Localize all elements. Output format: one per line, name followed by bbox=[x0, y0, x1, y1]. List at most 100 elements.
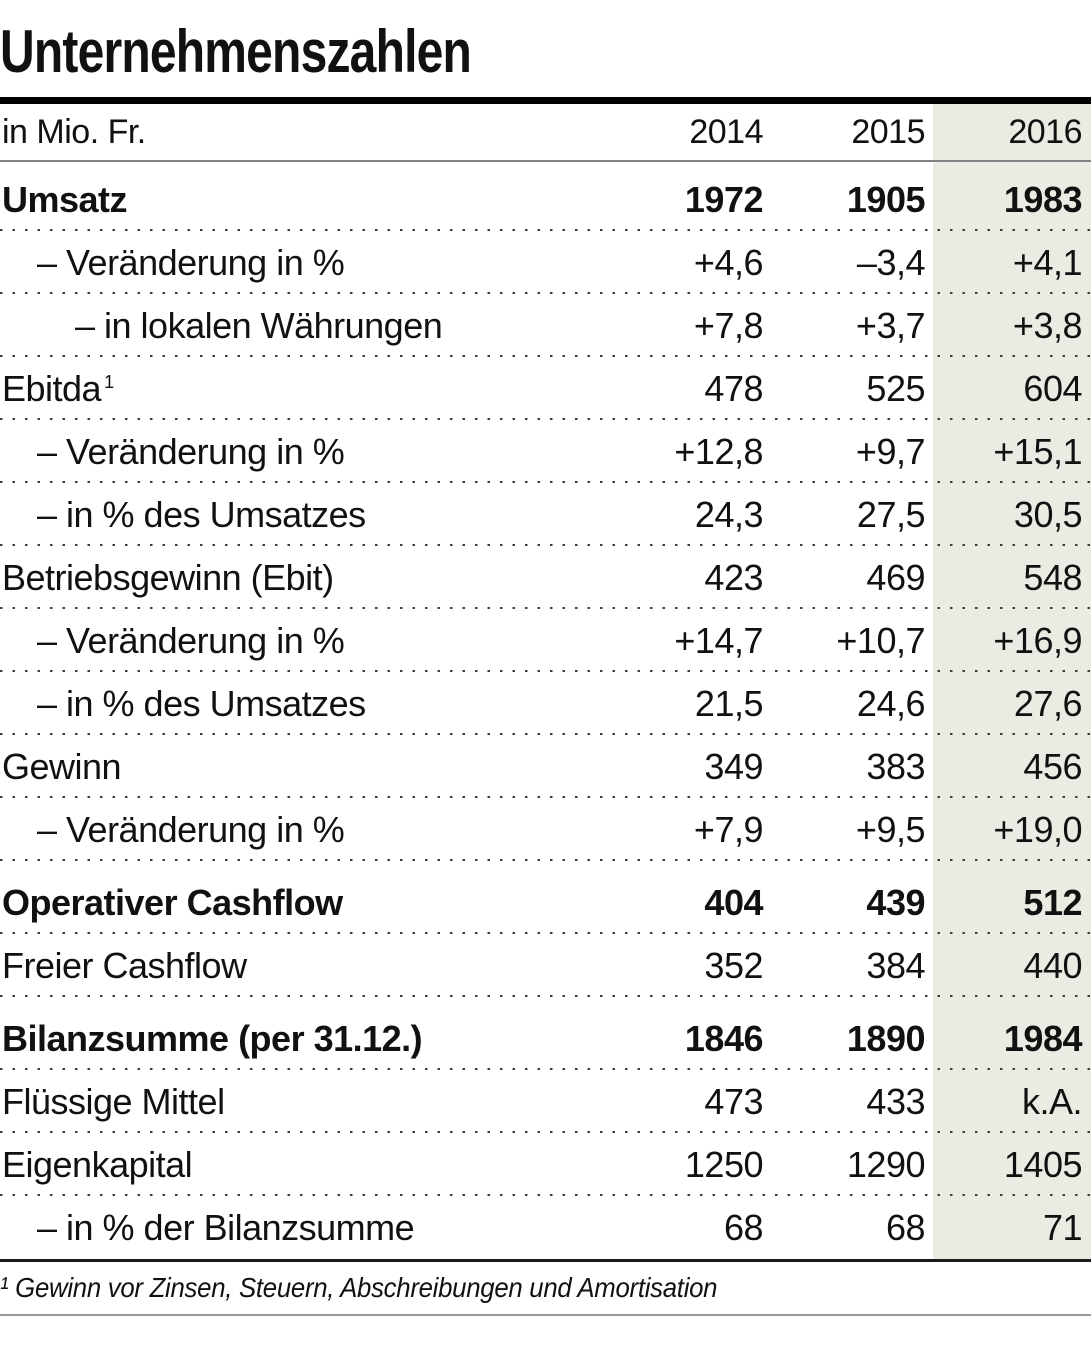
cell-value-2014: 24,3 bbox=[694, 493, 764, 535]
table-row: Betriebsgewinn (Ebit) 423 469 548 bbox=[0, 546, 1091, 609]
cell-value-2015: 383 bbox=[866, 745, 925, 787]
cell-value-2016: 548 bbox=[1023, 556, 1082, 598]
row-label: Operativer Cashflow bbox=[2, 881, 343, 923]
table-body: Umsatz 1972 1905 1983 – Veränderung in %… bbox=[0, 162, 1091, 1259]
cell-value-2015: 384 bbox=[866, 944, 925, 986]
cell-value-2014: +7,8 bbox=[693, 304, 764, 346]
cell-value-2014: 473 bbox=[704, 1080, 763, 1122]
footnote-text: ¹ Gewinn vor Zinsen, Steuern, Abschreibu… bbox=[0, 1272, 718, 1303]
table-row: – Veränderung in % +14,7 +10,7 +16,9 bbox=[0, 609, 1091, 672]
footnote-top-rule bbox=[0, 1259, 1091, 1262]
table-row: – Veränderung in % +4,6 –3,4 +4,1 bbox=[0, 231, 1091, 294]
cell-value-2015: 433 bbox=[866, 1080, 925, 1122]
cell-value-2016: +15,1 bbox=[993, 430, 1082, 472]
cell-value-2014: 349 bbox=[704, 745, 763, 787]
cell-value-2016: 71 bbox=[1042, 1206, 1083, 1248]
footnote: ¹ Gewinn vor Zinsen, Steuern, Abschreibu… bbox=[0, 1262, 1091, 1314]
cell-value-2014: 478 bbox=[704, 367, 763, 409]
cell-value-2016: k.A. bbox=[1021, 1080, 1083, 1122]
cell-value-2014: +12,8 bbox=[674, 430, 763, 472]
cell-value-2015: 68 bbox=[885, 1206, 926, 1248]
column-header-2014: 2014 bbox=[689, 112, 763, 151]
table-row: – in lokalen Währungen +7,8 +3,7 +3,8 bbox=[0, 294, 1091, 357]
table-row: Bilanzsumme (per 31.12.) 1846 1890 1984 bbox=[0, 997, 1091, 1070]
cell-value-2015: 469 bbox=[866, 556, 925, 598]
row-label: – in % des Umsatzes bbox=[37, 682, 366, 724]
company-figures-infographic: Unternehmenszahlen in Mio. Fr. 2014 2015… bbox=[0, 8, 1091, 1316]
cell-value-2015: 24,6 bbox=[856, 682, 926, 724]
table-header-row: in Mio. Fr. 2014 2015 2016 bbox=[0, 104, 1091, 162]
cell-value-2016: 30,5 bbox=[1013, 493, 1083, 535]
highlight-column-2016 bbox=[933, 104, 1091, 1259]
cell-value-2015: +9,5 bbox=[855, 808, 926, 850]
row-label: – Veränderung in % bbox=[37, 619, 345, 661]
table-row: Ebitda 1 478 525 604 bbox=[0, 357, 1091, 420]
cell-value-2014: 21,5 bbox=[694, 682, 764, 724]
cell-value-2016: 27,6 bbox=[1013, 682, 1083, 724]
row-label: – in % der Bilanzsumme bbox=[37, 1206, 415, 1248]
row-label: Flüssige Mittel bbox=[2, 1080, 225, 1122]
cell-value-2015: –3,4 bbox=[856, 241, 926, 283]
cell-value-2016: +4,1 bbox=[1012, 241, 1083, 283]
row-label: – Veränderung in % bbox=[37, 241, 345, 283]
cell-value-2014: 1972 bbox=[684, 178, 764, 220]
table-row: Flüssige Mittel 473 433 k.A. bbox=[0, 1070, 1091, 1133]
table-row: Freier Cashflow 352 384 440 bbox=[0, 934, 1091, 997]
bottom-rule bbox=[0, 1314, 1091, 1316]
cell-value-2016: +16,9 bbox=[993, 619, 1082, 661]
cell-value-2014: 1250 bbox=[684, 1143, 764, 1185]
table-row: – Veränderung in % +12,8 +9,7 +15,1 bbox=[0, 420, 1091, 483]
row-label: Gewinn bbox=[2, 745, 122, 787]
cell-value-2014: 352 bbox=[704, 944, 763, 986]
row-label: – Veränderung in % bbox=[37, 808, 345, 850]
row-label: – Veränderung in % bbox=[37, 430, 345, 472]
cell-value-2014: +7,9 bbox=[693, 808, 764, 850]
row-label: Betriebsgewinn (Ebit) bbox=[2, 556, 334, 598]
row-label: Freier Cashflow bbox=[2, 944, 247, 986]
cell-value-2014: 68 bbox=[723, 1206, 764, 1248]
cell-value-2016: 1983 bbox=[1003, 178, 1083, 220]
cell-value-2016: 1405 bbox=[1003, 1143, 1083, 1185]
cell-value-2014: 404 bbox=[704, 881, 763, 923]
row-label: Eigenkapital bbox=[2, 1143, 193, 1185]
cell-value-2014: 423 bbox=[704, 556, 763, 598]
row-label: Umsatz bbox=[2, 178, 128, 220]
cell-value-2015: 1290 bbox=[846, 1143, 926, 1185]
column-header-2016: 2016 bbox=[1008, 112, 1082, 151]
table-row: – Veränderung in % +7,9 +9,5 +19,0 bbox=[0, 798, 1091, 861]
cell-value-2014: +4,6 bbox=[693, 241, 764, 283]
cell-value-2015: 525 bbox=[866, 367, 925, 409]
cell-value-2016: 604 bbox=[1023, 367, 1082, 409]
cell-value-2015: +9,7 bbox=[855, 430, 926, 472]
cell-value-2016: 456 bbox=[1023, 745, 1082, 787]
cell-value-2014: +14,7 bbox=[674, 619, 763, 661]
cell-value-2015: 1890 bbox=[846, 1017, 926, 1059]
cell-value-2016: 1984 bbox=[1003, 1017, 1083, 1059]
cell-value-2015: +3,7 bbox=[855, 304, 926, 346]
table-row: – in % der Bilanzsumme 68 68 71 bbox=[0, 1196, 1091, 1259]
table-row: Umsatz 1972 1905 1983 bbox=[0, 162, 1091, 231]
top-rule bbox=[0, 97, 1091, 104]
figures-table: in Mio. Fr. 2014 2015 2016 Umsatz 1972 1… bbox=[0, 104, 1091, 1259]
cell-value-2015: +10,7 bbox=[836, 619, 925, 661]
row-label: Ebitda 1 bbox=[2, 367, 114, 409]
cell-value-2016: +19,0 bbox=[993, 808, 1082, 850]
unit-label: in Mio. Fr. bbox=[2, 112, 146, 151]
table-row: – in % des Umsatzes 24,3 27,5 30,5 bbox=[0, 483, 1091, 546]
footnote-marker: 1 bbox=[104, 371, 114, 392]
cell-value-2016: 512 bbox=[1023, 881, 1082, 923]
cell-value-2015: 439 bbox=[866, 881, 925, 923]
page-title: Unternehmenszahlen bbox=[0, 18, 472, 85]
table-row: Eigenkapital 1250 1290 1405 bbox=[0, 1133, 1091, 1196]
table-row: Operativer Cashflow 404 439 512 bbox=[0, 861, 1091, 934]
cell-value-2015: 27,5 bbox=[856, 493, 926, 535]
cell-value-2014: 1846 bbox=[684, 1017, 764, 1059]
cell-value-2015: 1905 bbox=[846, 178, 926, 220]
row-label: – in % des Umsatzes bbox=[37, 493, 366, 535]
cell-value-2016: +3,8 bbox=[1012, 304, 1083, 346]
cell-value-2016: 440 bbox=[1023, 944, 1082, 986]
column-header-2015: 2015 bbox=[851, 112, 925, 151]
row-label: – in lokalen Währungen bbox=[75, 304, 443, 346]
row-label: Bilanzsumme (per 31.12.) bbox=[2, 1017, 423, 1059]
table-row: Gewinn 349 383 456 bbox=[0, 735, 1091, 798]
